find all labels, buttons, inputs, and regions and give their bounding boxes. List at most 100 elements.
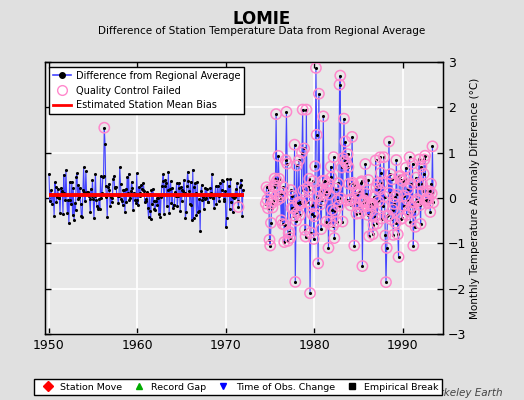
- Point: [169, 205, 177, 211]
- Point: [413, 198, 422, 204]
- Point: [283, 160, 291, 167]
- Point: [388, 206, 397, 213]
- Point: [308, 211, 316, 217]
- Point: [343, 197, 351, 204]
- Point: [326, 164, 335, 170]
- Point: [228, 209, 237, 215]
- Point: [75, 194, 83, 200]
- Point: [199, 194, 208, 200]
- Point: [391, 220, 400, 226]
- Point: [408, 203, 416, 209]
- Point: [305, 176, 313, 182]
- Point: [279, 184, 288, 190]
- Point: [317, 226, 325, 232]
- Point: [396, 173, 404, 179]
- Point: [393, 191, 401, 198]
- Point: [319, 178, 327, 184]
- Point: [138, 187, 147, 194]
- Point: [263, 196, 271, 203]
- Point: [195, 196, 204, 202]
- Point: [378, 180, 387, 186]
- Point: [405, 208, 413, 214]
- Point: [79, 187, 87, 193]
- Point: [154, 195, 162, 202]
- Point: [318, 197, 326, 204]
- Point: [269, 198, 277, 204]
- Point: [209, 194, 217, 201]
- Point: [146, 208, 154, 214]
- Point: [102, 183, 110, 189]
- Point: [50, 213, 58, 220]
- Point: [285, 229, 293, 235]
- Point: [212, 201, 221, 207]
- Point: [48, 201, 56, 208]
- Point: [373, 220, 381, 227]
- Point: [426, 209, 434, 215]
- Point: [264, 205, 272, 212]
- Point: [331, 208, 340, 215]
- Point: [387, 216, 395, 223]
- Point: [375, 198, 383, 205]
- Point: [424, 195, 433, 202]
- Point: [428, 190, 436, 196]
- Point: [399, 203, 408, 209]
- Point: [205, 194, 214, 200]
- Point: [202, 195, 210, 202]
- Point: [109, 176, 117, 182]
- Point: [402, 164, 410, 171]
- Point: [304, 187, 313, 193]
- Point: [372, 157, 380, 164]
- Point: [396, 173, 404, 179]
- Point: [136, 190, 144, 196]
- Point: [372, 184, 380, 190]
- Point: [192, 190, 200, 196]
- Point: [264, 205, 272, 212]
- Point: [149, 198, 158, 204]
- Point: [116, 164, 124, 170]
- Point: [187, 178, 195, 185]
- Point: [366, 208, 375, 214]
- Point: [225, 206, 234, 212]
- Point: [412, 174, 420, 181]
- Point: [185, 201, 194, 207]
- Point: [160, 182, 169, 189]
- Point: [422, 198, 431, 204]
- Point: [344, 164, 353, 170]
- Point: [277, 217, 286, 224]
- Point: [383, 213, 391, 220]
- Point: [332, 219, 341, 225]
- Point: [341, 158, 349, 164]
- Point: [419, 170, 428, 177]
- Point: [118, 202, 127, 209]
- Point: [286, 235, 294, 241]
- Point: [158, 178, 167, 185]
- Point: [270, 184, 278, 190]
- Point: [424, 195, 433, 202]
- Point: [51, 184, 60, 191]
- Point: [359, 197, 368, 203]
- Point: [56, 210, 64, 216]
- Point: [312, 65, 320, 71]
- Point: [83, 190, 92, 197]
- Point: [377, 215, 386, 222]
- Point: [64, 220, 73, 226]
- Point: [292, 162, 301, 169]
- Point: [337, 164, 346, 171]
- Point: [201, 184, 210, 191]
- Point: [80, 188, 89, 195]
- Point: [215, 198, 224, 204]
- Point: [302, 106, 311, 113]
- Point: [229, 194, 237, 200]
- Point: [340, 116, 348, 122]
- Point: [421, 152, 429, 159]
- Point: [322, 218, 331, 225]
- Point: [196, 188, 205, 194]
- Point: [91, 193, 99, 199]
- Point: [70, 217, 78, 223]
- Point: [423, 188, 431, 194]
- Point: [369, 222, 378, 228]
- Point: [265, 236, 274, 243]
- Point: [397, 177, 405, 183]
- Point: [276, 192, 284, 198]
- Point: [363, 212, 372, 218]
